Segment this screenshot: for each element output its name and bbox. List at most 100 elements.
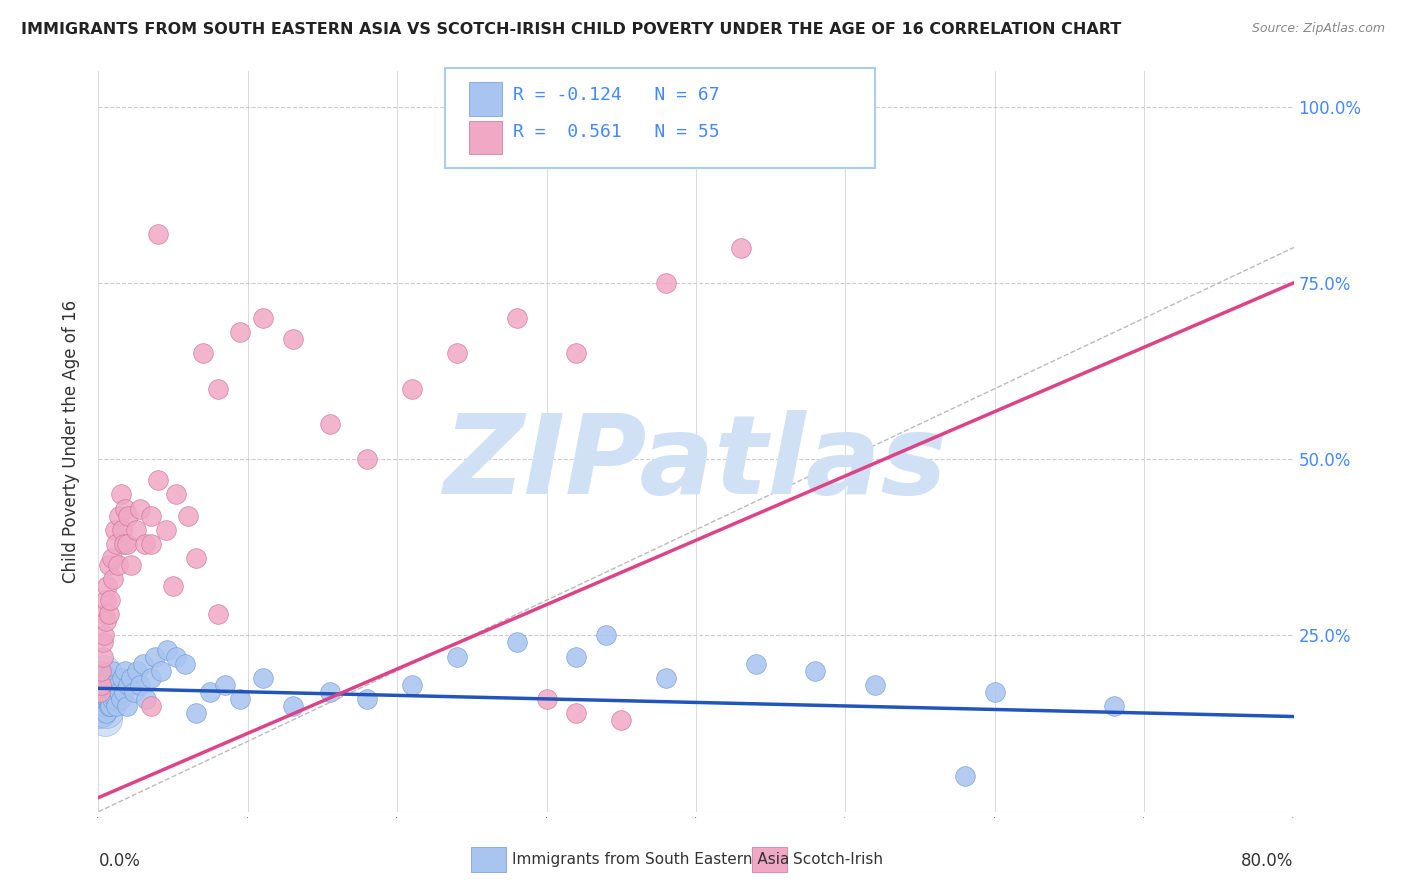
Point xyxy=(94,712,117,726)
Point xyxy=(93,607,115,622)
Point xyxy=(252,311,274,326)
Point xyxy=(207,607,229,622)
Point xyxy=(984,685,1007,699)
Point xyxy=(150,664,173,678)
Point xyxy=(139,537,162,551)
Point xyxy=(120,671,142,685)
Point xyxy=(162,579,184,593)
Point xyxy=(103,685,125,699)
Bar xyxy=(470,82,502,116)
Point xyxy=(730,120,752,135)
Point xyxy=(143,649,166,664)
Point xyxy=(96,704,118,718)
Point xyxy=(129,678,152,692)
Point xyxy=(117,678,139,692)
Text: Immigrants from South Eastern Asia: Immigrants from South Eastern Asia xyxy=(512,853,789,867)
Point xyxy=(93,678,115,692)
Point xyxy=(139,671,162,685)
Point xyxy=(114,664,136,678)
Point xyxy=(104,523,127,537)
Point xyxy=(165,487,187,501)
Point xyxy=(595,628,617,642)
Point xyxy=(96,579,118,593)
Point xyxy=(148,227,170,241)
Point xyxy=(103,572,125,586)
Text: ZIPatlas: ZIPatlas xyxy=(444,410,948,517)
Point xyxy=(110,487,132,501)
Point xyxy=(446,649,468,664)
Point xyxy=(135,692,157,706)
Point xyxy=(101,550,124,565)
Point xyxy=(108,685,131,699)
Point xyxy=(91,671,114,685)
Point xyxy=(565,706,588,720)
Point xyxy=(115,698,138,713)
Point xyxy=(105,698,128,713)
Point xyxy=(1104,698,1126,713)
Point xyxy=(319,417,342,431)
Point xyxy=(281,332,304,346)
Point xyxy=(94,593,117,607)
Point xyxy=(184,706,207,720)
Y-axis label: Child Poverty Under the Age of 16: Child Poverty Under the Age of 16 xyxy=(62,300,80,583)
Point xyxy=(87,704,110,718)
Point xyxy=(103,678,125,692)
Point xyxy=(214,678,236,692)
Point xyxy=(94,671,117,685)
Point xyxy=(953,769,976,783)
Point xyxy=(93,698,115,713)
Point xyxy=(89,692,111,706)
Point xyxy=(91,635,114,649)
Point xyxy=(281,698,304,713)
Point xyxy=(117,508,139,523)
Point xyxy=(252,671,274,685)
Text: R =  0.561   N = 55: R = 0.561 N = 55 xyxy=(513,123,720,141)
Point xyxy=(191,346,214,360)
Point xyxy=(89,685,111,699)
Text: Scotch-Irish: Scotch-Irish xyxy=(793,853,883,867)
Point xyxy=(97,692,120,706)
Point xyxy=(90,678,112,692)
Bar xyxy=(470,121,502,154)
Point xyxy=(865,678,887,692)
FancyBboxPatch shape xyxy=(446,68,876,168)
Point xyxy=(89,672,111,686)
Point xyxy=(96,685,118,699)
Point xyxy=(94,706,117,720)
Point xyxy=(110,692,132,706)
Point xyxy=(401,382,423,396)
Point xyxy=(655,276,678,290)
Point xyxy=(93,665,115,680)
Point xyxy=(89,685,111,699)
Point xyxy=(200,685,222,699)
Point xyxy=(356,692,378,706)
Point xyxy=(401,678,423,692)
Point xyxy=(97,558,120,572)
Point xyxy=(174,657,197,671)
Text: R = -0.124   N = 67: R = -0.124 N = 67 xyxy=(513,87,720,104)
Point xyxy=(94,615,117,629)
Point xyxy=(655,671,678,685)
Text: Source: ZipAtlas.com: Source: ZipAtlas.com xyxy=(1251,22,1385,36)
Point xyxy=(139,508,162,523)
Point xyxy=(148,473,170,487)
Point xyxy=(98,685,122,699)
Point xyxy=(446,346,468,360)
Point xyxy=(112,537,135,551)
Point xyxy=(804,664,827,678)
Point xyxy=(115,537,138,551)
Point xyxy=(177,508,200,523)
Point xyxy=(101,692,124,706)
Point xyxy=(97,698,120,713)
Point xyxy=(90,683,112,698)
Point xyxy=(745,657,768,671)
Point xyxy=(97,671,120,685)
Point xyxy=(610,713,633,727)
Point xyxy=(155,523,177,537)
Point xyxy=(96,678,118,692)
Point xyxy=(90,664,112,678)
Point xyxy=(96,692,118,706)
Point xyxy=(108,508,131,523)
Point xyxy=(97,607,120,622)
Point xyxy=(107,558,129,572)
